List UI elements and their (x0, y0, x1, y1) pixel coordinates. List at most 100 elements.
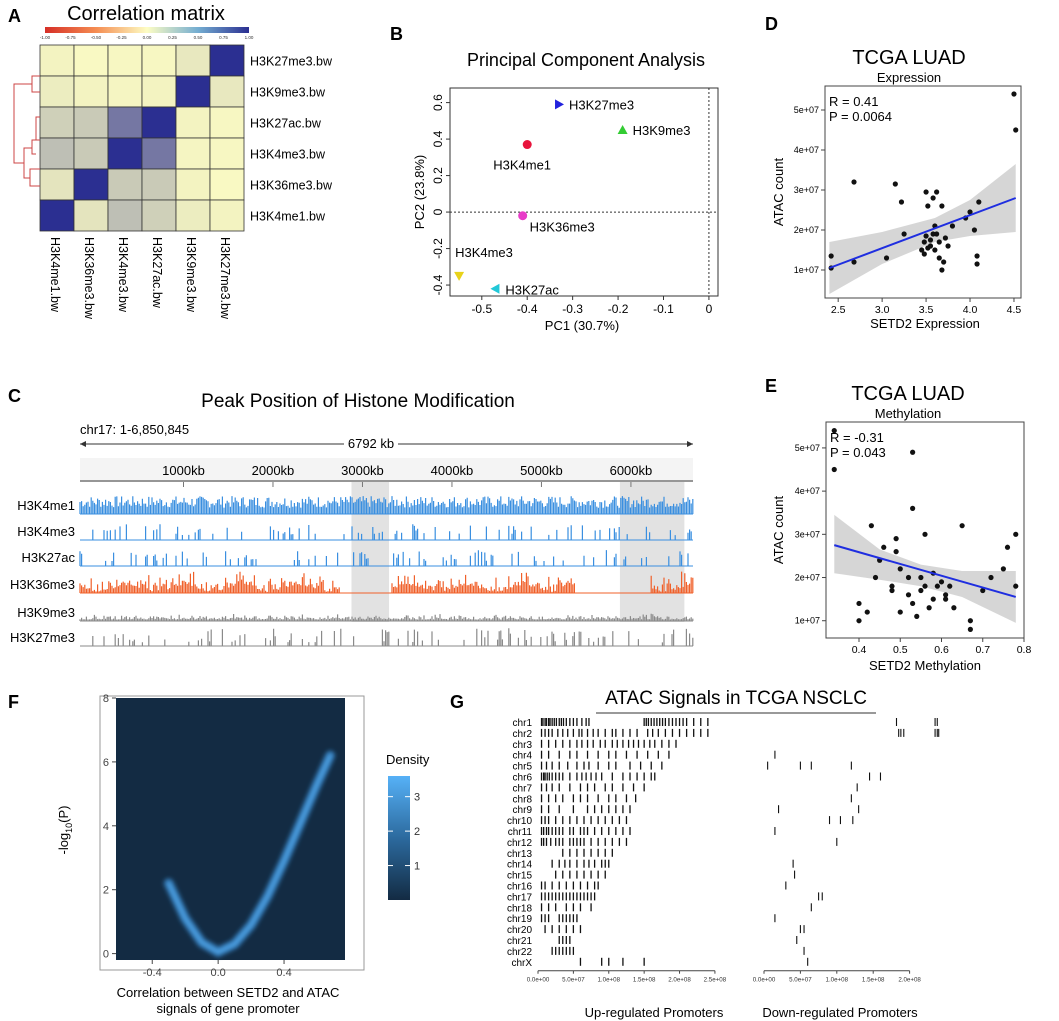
x-tick-label: 0.0 (210, 967, 225, 979)
pca-point-label: H3K4me1 (493, 158, 551, 173)
track-signal (79, 496, 694, 514)
y-tick-label: 3e+07 (795, 529, 820, 539)
heatmap-col-label: H3K27me3.bw (218, 237, 232, 320)
heatmap-cell (107, 75, 143, 108)
heatmap-col-label: H3K4me3.bw (116, 237, 130, 313)
chromosome-label: chr22 (507, 947, 532, 958)
panel-d-subtitle: Expression (877, 70, 941, 85)
scatter-point (971, 227, 978, 233)
scatter-point (1013, 531, 1019, 537)
heatmap-cell (107, 137, 143, 170)
track-signal (79, 613, 694, 621)
scatter-point (938, 579, 945, 585)
legend-tick-label: 1 (414, 861, 420, 873)
scatter-point (967, 626, 973, 632)
scatter-point (936, 255, 942, 261)
heatmap-cell (39, 168, 75, 201)
panel-e-xlabel: SETD2 Methylation (869, 658, 981, 673)
heatmap-cell (39, 199, 75, 232)
track-signal (92, 628, 694, 646)
x-tick-label: -0.1 (653, 302, 674, 316)
pca-point-label: H3K27ac (505, 283, 559, 298)
y-tick-label: 5e+07 (795, 443, 820, 453)
heatmap-row-label: H3K9me3.bw (250, 86, 326, 100)
scatter-point (932, 247, 938, 253)
scatter-point (922, 531, 928, 537)
heatmap-cell (175, 75, 211, 108)
scatter-point (930, 596, 936, 602)
scatter-point (974, 261, 980, 267)
y-tick-label: -0.2 (431, 238, 445, 259)
x-tick-label: 0.7 (975, 644, 990, 656)
scatter-point (943, 596, 949, 602)
down-x-tick-label: 0.0e+00 (753, 977, 776, 984)
chromosome-label: chr9 (513, 805, 533, 816)
heatmap-cell (73, 75, 109, 108)
heatmap-cell (175, 168, 211, 201)
panel-f: -0.4 0.0 0.4 0 2 4 6 8 Correlation between SETD… (56, 693, 430, 1016)
scatter-point (910, 449, 916, 455)
chromosome-label: chr6 (513, 773, 533, 784)
scatter-point (941, 259, 947, 265)
up-x-tick-label: 2.5e+08 (704, 977, 727, 984)
ruler-tick-label: 5000kb (520, 463, 563, 478)
heatmap-col-label: H3K36me3.bw (82, 237, 96, 320)
x-tick-label: 0.6 (934, 644, 949, 656)
chromosome-label: chr2 (513, 729, 533, 740)
scatter-point (930, 195, 936, 201)
panel-e-title: TCGA LUAD (851, 383, 964, 405)
panel-e-frame (825, 421, 1025, 639)
chromosome-label: chr3 (513, 740, 533, 751)
scatter-point (943, 592, 949, 598)
panel-f-legend-bar (388, 776, 410, 900)
y-tick-label: 0 (103, 949, 109, 961)
pca-point (522, 140, 532, 150)
heatmap-cell (73, 106, 109, 139)
confidence-band (829, 164, 1016, 294)
scatter-point (934, 231, 940, 237)
panel-a-colorbar (45, 27, 249, 33)
colorbar-tick-label: -1.00 (40, 35, 51, 40)
heatmap-cell (175, 199, 211, 232)
heatmap-cell (141, 168, 177, 201)
panel-b-title: Principal Component Analysis (467, 50, 705, 70)
scatter-point (921, 239, 927, 245)
panel-label-f: F (8, 692, 19, 712)
x-tick-label: 3.0 (875, 304, 890, 316)
y-tick-label: 6 (103, 757, 109, 769)
pca-point (617, 124, 628, 134)
y-tick-label: 0.2 (431, 167, 445, 184)
scatter-point (889, 583, 895, 589)
y-tick-label: 4 (103, 821, 109, 833)
scatter-point (927, 237, 934, 243)
up-x-tick-label: 2.0e+08 (668, 977, 691, 984)
track-signal (79, 550, 689, 566)
heatmap-cell (209, 106, 245, 139)
y-tick-label: -0.4 (431, 274, 445, 295)
scatter-point (1000, 566, 1006, 572)
heatmap-cell (73, 137, 109, 170)
scatter-point (828, 253, 834, 259)
panel-d-xlabel: SETD2 Expression (870, 316, 980, 331)
chromosome-label: chr16 (507, 882, 532, 893)
scatter-point (934, 583, 940, 589)
scatter-point (945, 243, 951, 249)
heatmap-cell (39, 106, 75, 139)
scatter-point (914, 613, 920, 620)
highlight-region (619, 482, 685, 622)
scatter-point (974, 253, 980, 259)
scatter-point (883, 255, 890, 261)
chromosome-label: chr19 (507, 914, 532, 925)
pca-point (555, 99, 565, 110)
panel-c-ruler (80, 458, 693, 482)
scatter-point (856, 618, 862, 624)
panel-c-span-label: 6792 kb (348, 436, 394, 451)
heatmap-cell (209, 168, 245, 201)
up-x-tick-label: 1.5e+08 (633, 977, 656, 984)
chromosome-label: chr13 (507, 849, 532, 860)
heatmap-row-label: H3K27ac.bw (250, 117, 322, 131)
y-tick-label: 2e+07 (795, 573, 820, 583)
scatter-point (910, 600, 916, 607)
scatter-point (1013, 583, 1019, 589)
confidence-band (834, 514, 1016, 623)
